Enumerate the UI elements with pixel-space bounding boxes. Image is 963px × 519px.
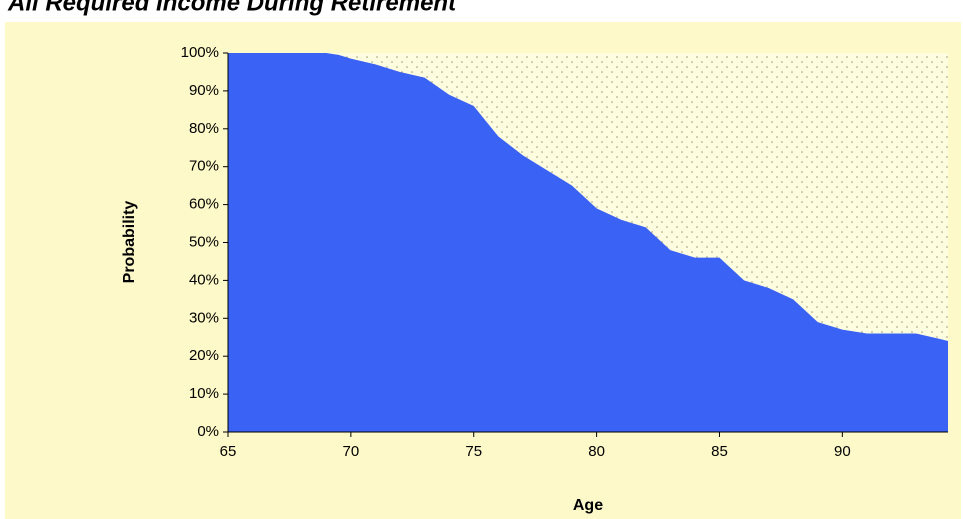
x-tick-label: 70 [343, 443, 360, 460]
y-tick-label: 40% [189, 271, 219, 288]
y-tick-label: 90% [189, 82, 219, 99]
x-tick-label: 75 [465, 443, 482, 460]
y-tick-label: 60% [189, 196, 219, 213]
x-tick-label: 90 [834, 443, 851, 460]
y-tick-label: 80% [189, 120, 219, 137]
chart-title: All Required Income During Retirement [7, 0, 457, 16]
x-axis-title: Age [573, 497, 603, 514]
y-tick-label: 50% [189, 233, 219, 250]
x-tick-label: 65 [220, 443, 237, 460]
y-tick-label: 10% [189, 385, 219, 402]
y-tick-label: 70% [189, 158, 219, 175]
x-tick-label: 85 [711, 443, 728, 460]
y-axis-title: Probability [121, 201, 138, 284]
x-tick-label: 80 [588, 443, 605, 460]
y-tick-label: 100% [181, 44, 219, 61]
y-tick-label: 30% [189, 309, 219, 326]
y-tick-label: 20% [189, 347, 219, 364]
y-tick-label: 0% [197, 423, 219, 440]
area [228, 53, 948, 432]
